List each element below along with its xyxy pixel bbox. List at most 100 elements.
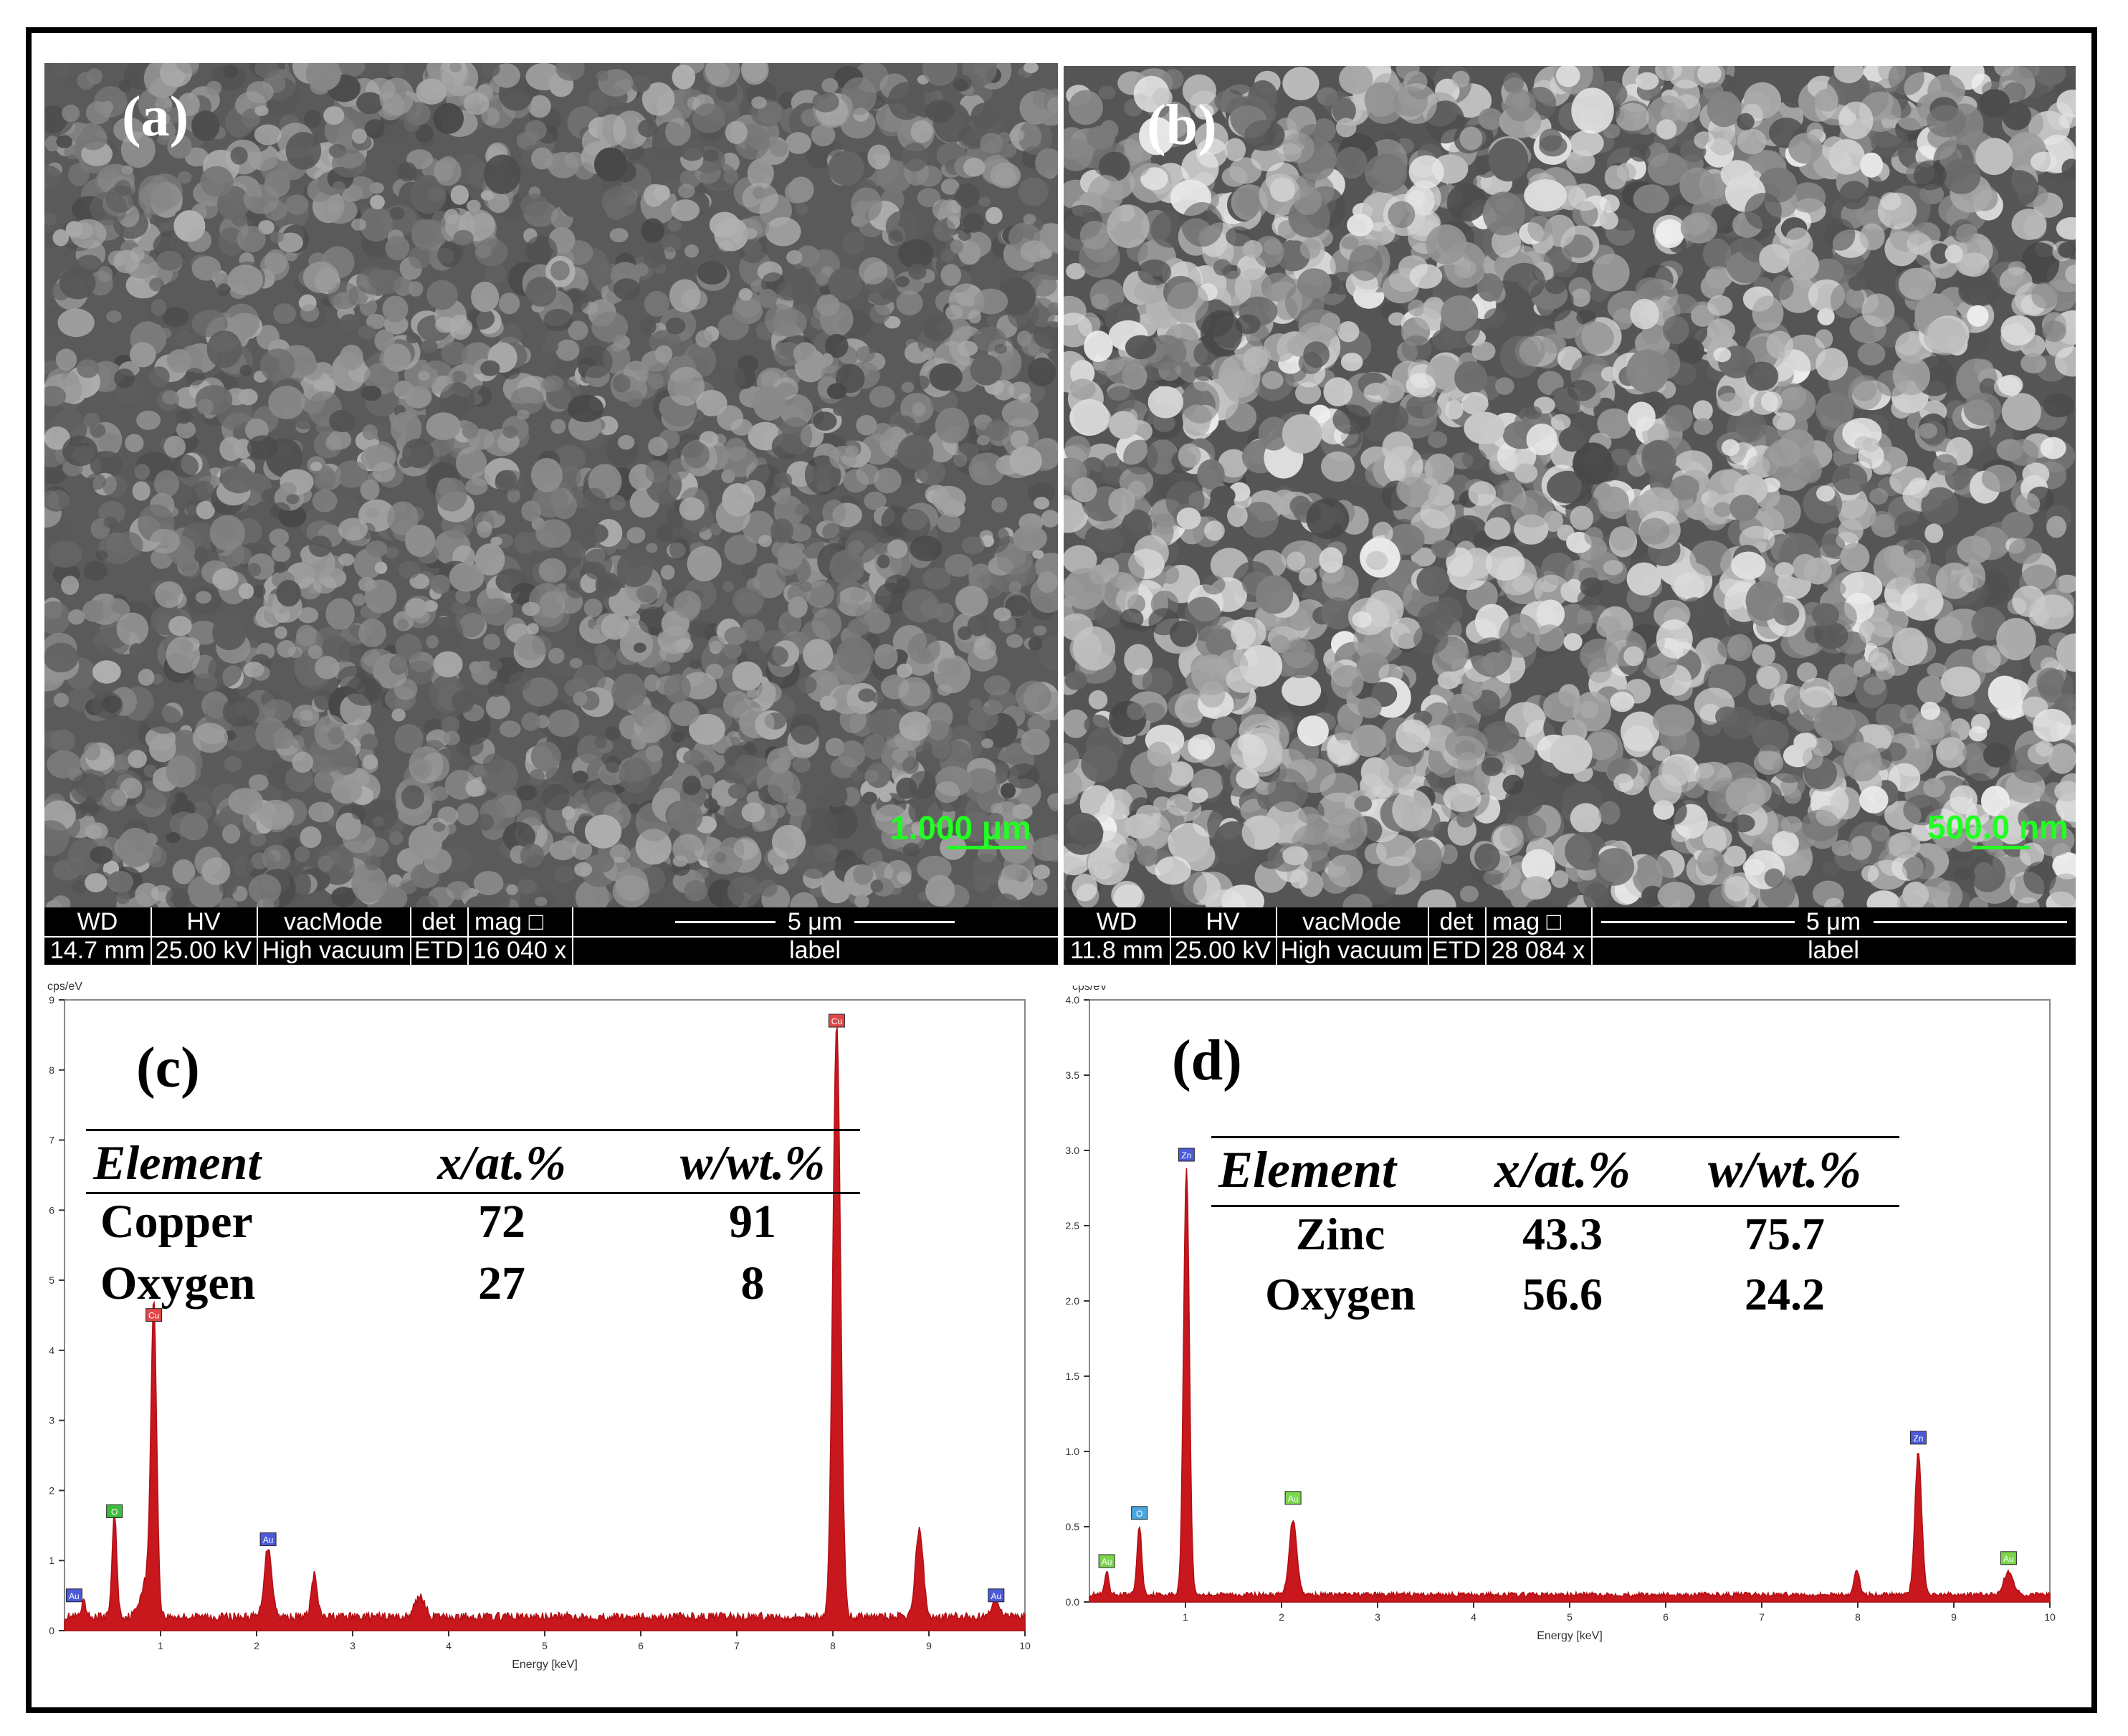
databar-header: WD — [1096, 908, 1137, 935]
table-cell: 75.7 — [1745, 1208, 1825, 1259]
table-cell: Oxygen — [100, 1257, 256, 1310]
databar-header: 5 μm — [787, 908, 843, 935]
peak-label-box — [1098, 1554, 1115, 1568]
y-tick-label: 2.0 — [1066, 1295, 1080, 1307]
table-cell: 72 — [478, 1196, 525, 1248]
peak-label: Au — [1288, 1494, 1299, 1504]
panel-a: (a) 1.000 μm WD HV vacMode det mag □ 5 μ… — [44, 63, 1058, 965]
databar-scale-line — [1874, 921, 2067, 923]
x-tick-label: 3 — [350, 1640, 356, 1651]
panel-letter: (d) — [1172, 1029, 1242, 1092]
databar-value: ETD — [414, 937, 463, 964]
x-tick-label: 8 — [830, 1640, 836, 1651]
table-rule — [86, 1129, 860, 1131]
table-cell: 27 — [478, 1257, 525, 1310]
databar-divider — [1170, 907, 1171, 965]
table-rule — [86, 1192, 860, 1194]
plot-area — [64, 999, 1026, 1631]
y-tick-label: 3 — [49, 1415, 54, 1426]
databar-scale-line — [1601, 921, 1795, 923]
x-tick-label: 7 — [734, 1640, 740, 1651]
y-axis-label: cps/eV — [1072, 986, 1107, 993]
y-tick-label: 5 — [49, 1274, 54, 1286]
databar-value: 16 040 x — [472, 937, 567, 964]
y-tick-label: 3.5 — [1066, 1069, 1080, 1081]
table-rule — [1211, 1136, 1899, 1138]
databar-divider — [1428, 907, 1429, 965]
x-tick-label: 1 — [1183, 1611, 1188, 1623]
scale-bar — [1972, 846, 2030, 849]
x-tick-label: 2 — [1279, 1611, 1284, 1623]
databar-scale-line — [675, 921, 776, 923]
databar-header: det — [421, 908, 456, 935]
x-tick-label: 6 — [1663, 1611, 1669, 1623]
peak-label: Au — [2003, 1554, 2014, 1564]
x-tick-label: 9 — [1951, 1611, 1957, 1623]
x-axis-label: Energy [keV] — [512, 1659, 578, 1671]
panel-letter: (a) — [122, 85, 189, 148]
table-cell: Copper — [100, 1196, 253, 1248]
sem-image-b: (b) 500.0 nm — [1064, 66, 2076, 907]
databar-divider — [467, 907, 469, 965]
y-tick-label: 0.5 — [1066, 1521, 1080, 1532]
peak-label: Zn — [1181, 1150, 1191, 1160]
peak-label-box — [1131, 1506, 1148, 1520]
x-tick-label: 9 — [926, 1640, 932, 1651]
panel-b: (b) 500.0 nm WD HV vacMode det mag □ 5 μ… — [1064, 66, 2076, 965]
peak-label-box — [259, 1532, 277, 1547]
y-tick-label: 0 — [49, 1625, 54, 1636]
databar-header: vacMode — [1302, 908, 1401, 935]
table-header: x/at.% — [437, 1135, 566, 1190]
table-cell: Zinc — [1295, 1208, 1385, 1259]
table-header: Element — [93, 1135, 262, 1190]
peak-label-box — [1909, 1431, 1927, 1445]
peak-label-box — [828, 1014, 845, 1028]
y-tick-label: 1 — [49, 1555, 54, 1566]
peak-label: Au — [69, 1591, 80, 1601]
y-tick-label: 2.5 — [1066, 1220, 1080, 1231]
peak-label-box — [65, 1588, 82, 1603]
panel-c: 0 1 2 3 4 5 6 7 8 9 1 2 3 4 5 6 7 8 9 10 Energy [keV] cps/eV A… — [36, 978, 1054, 1709]
databar-divider — [257, 907, 258, 965]
table-header: Element — [1218, 1141, 1396, 1198]
spectrum-series — [1089, 1168, 2051, 1603]
panel-letter: (c) — [136, 1036, 200, 1100]
x-tick-label: 5 — [542, 1640, 548, 1651]
databar-divider — [1064, 936, 2076, 938]
x-tick-label: 7 — [1759, 1611, 1765, 1623]
table-cell: 24.2 — [1745, 1269, 1825, 1320]
y-tick-label: 4 — [49, 1345, 54, 1356]
databar-value: ETD — [1432, 937, 1481, 964]
x-tick-label: 4 — [446, 1640, 452, 1651]
spectrum-series — [64, 1027, 1026, 1631]
peak-label: Cu — [831, 1016, 842, 1026]
sem-texture — [1064, 66, 2076, 907]
databar-header: HV — [1206, 908, 1240, 935]
y-tick-label: 3.0 — [1066, 1145, 1080, 1156]
databar-divider — [151, 907, 152, 965]
databar-value: 11.8 mm — [1070, 937, 1163, 964]
x-tick-label: 2 — [254, 1640, 259, 1651]
y-tick-label: 2 — [49, 1484, 54, 1496]
databar-header: mag □ — [474, 908, 544, 935]
x-tick-label: 10 — [1019, 1640, 1031, 1651]
eds-table-c: Element x/at.% w/wt.% Copper 72 91 Oxyge… — [86, 1129, 860, 1315]
table-cell: 8 — [740, 1257, 765, 1310]
peak-label: Cu — [148, 1311, 159, 1321]
y-axis-label: cps/eV — [47, 981, 82, 993]
panel-d: 0.0 0.5 1.0 1.5 2.0 2.5 3.0 3.5 4.0 1 2 3 4 5 6 7 8 9 10 En… — [1061, 981, 2079, 1709]
databar-header: vacMode — [284, 908, 383, 935]
databar-value: 14.7 mm — [49, 937, 145, 964]
databar-divider — [410, 907, 411, 965]
databar-divider — [44, 936, 1058, 938]
peak-label-box — [106, 1504, 123, 1518]
peak-label: Zn — [1913, 1434, 1923, 1444]
y-tick-label: 6 — [49, 1204, 54, 1216]
x-tick-label: 8 — [1855, 1611, 1861, 1623]
databar-value: High vacuum — [1280, 937, 1423, 964]
eds-spectrum-d: 0.0 0.5 1.0 1.5 2.0 2.5 3.0 3.5 4.0 1 2 3 4 5 6 7 8 9 10 En… — [1066, 981, 2056, 1642]
peak-label-box — [145, 1308, 163, 1322]
databar-value: 25.00 kV — [1174, 937, 1271, 964]
y-tick-label: 4.0 — [1066, 994, 1080, 1006]
